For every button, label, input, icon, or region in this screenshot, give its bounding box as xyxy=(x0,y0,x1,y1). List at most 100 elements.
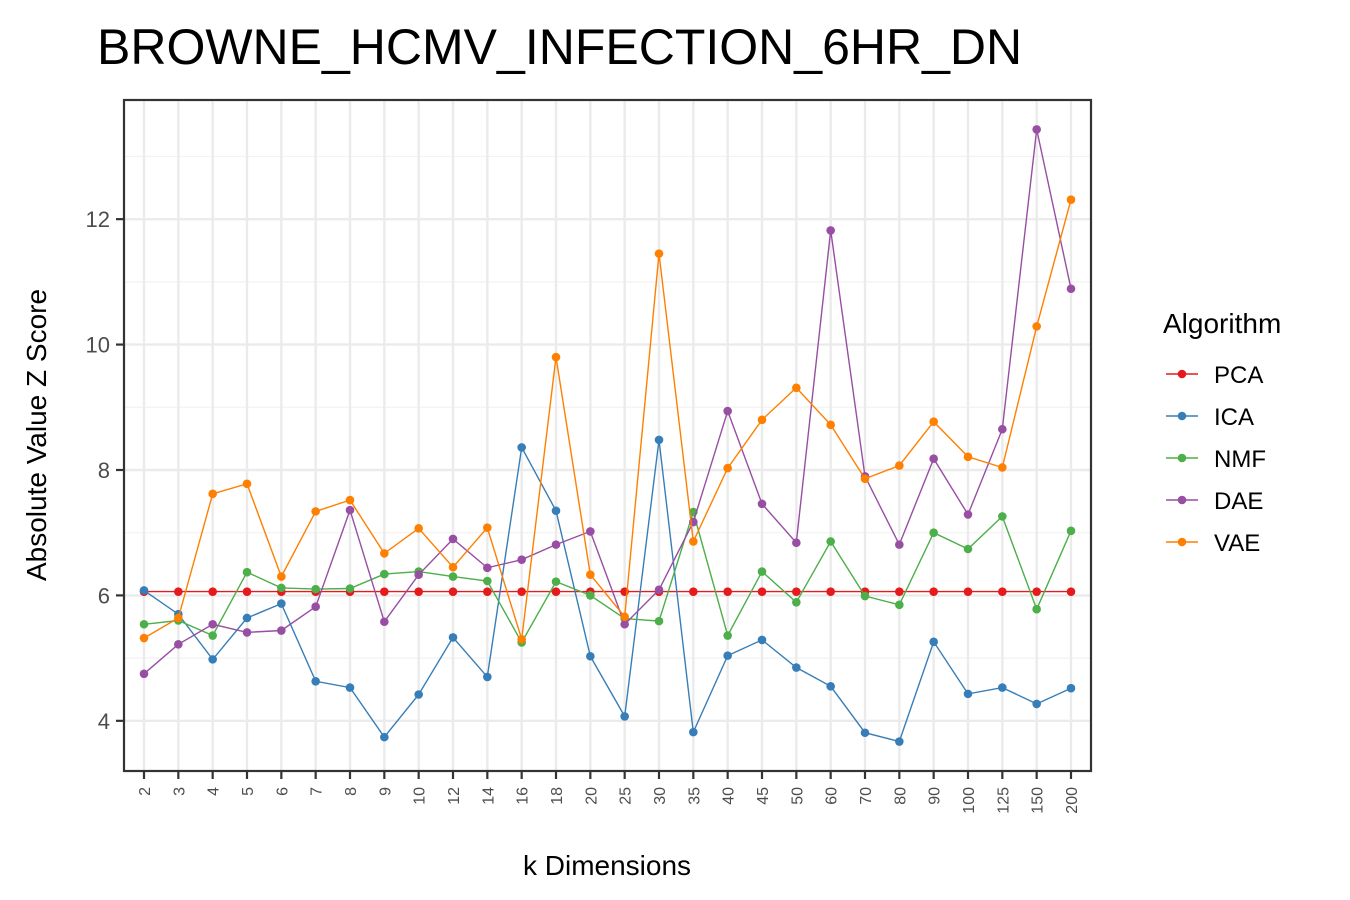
data-point-pca xyxy=(242,587,252,596)
x-tick-label: 70 xyxy=(858,787,875,805)
data-point-vae xyxy=(517,635,526,644)
y-tick-label: 6 xyxy=(98,583,110,608)
data-point-dae xyxy=(929,454,938,464)
x-tick-label: 35 xyxy=(686,787,703,805)
x-tick-label: 50 xyxy=(789,787,806,805)
data-point-ica xyxy=(242,613,252,623)
data-point-dae xyxy=(380,617,389,627)
data-point-dae xyxy=(311,602,320,611)
data-point-ica xyxy=(963,689,973,699)
data-point-ica xyxy=(345,683,355,692)
data-point-dae xyxy=(345,505,355,515)
legend-item-dae: DAE xyxy=(1166,488,1263,515)
legend-key-point xyxy=(1177,411,1187,421)
data-point-nmf xyxy=(654,616,664,626)
data-point-ica xyxy=(689,727,698,737)
data-point-dae xyxy=(963,510,973,519)
data-point-dae xyxy=(1032,125,1041,134)
grid xyxy=(124,100,1091,771)
x-tick-label: 3 xyxy=(171,787,188,796)
series-nmf xyxy=(139,507,1076,647)
y-tick-label: 10 xyxy=(86,333,110,358)
legend-item-ica: ICA xyxy=(1166,404,1254,431)
legend-key-point xyxy=(1177,369,1187,379)
data-point-pca xyxy=(448,587,458,596)
data-point-nmf xyxy=(311,584,320,594)
x-tick-label: 18 xyxy=(549,787,566,805)
series-line-ica xyxy=(143,439,1072,743)
x-tick-label: 7 xyxy=(309,787,326,796)
data-point-vae xyxy=(139,633,149,643)
x-tick-label: 12 xyxy=(446,787,463,805)
data-point-ica xyxy=(826,682,835,691)
y-tick-label: 4 xyxy=(98,709,110,734)
data-point-vae xyxy=(380,549,389,558)
data-point-nmf xyxy=(483,576,492,586)
legend-item-vae: VAE xyxy=(1166,530,1260,557)
series-pca xyxy=(139,587,1076,596)
y-tick-label: 8 xyxy=(98,458,110,483)
data-point-nmf xyxy=(1032,604,1041,614)
data-point-vae xyxy=(1032,322,1041,331)
data-point-pca xyxy=(551,587,561,596)
data-point-pca xyxy=(517,587,526,596)
data-point-vae xyxy=(277,572,286,581)
data-point-pca xyxy=(174,587,183,596)
series-layer xyxy=(139,125,1076,746)
data-point-ica xyxy=(792,663,801,672)
data-point-dae xyxy=(998,424,1007,434)
data-point-pca xyxy=(414,587,423,596)
data-point-ica xyxy=(414,690,423,699)
data-point-ica xyxy=(757,635,767,645)
data-point-ica xyxy=(929,637,938,647)
data-point-vae xyxy=(792,383,801,393)
data-point-nmf xyxy=(723,631,732,640)
series-ica xyxy=(139,435,1076,746)
data-point-nmf xyxy=(448,572,458,581)
data-point-pca xyxy=(723,587,732,596)
x-tick-label: 125 xyxy=(995,787,1012,814)
data-point-vae xyxy=(414,524,423,533)
data-point-pca xyxy=(483,587,492,596)
data-point-vae xyxy=(551,352,561,362)
data-point-ica xyxy=(139,586,149,595)
legend-label: NMF xyxy=(1214,446,1266,473)
data-point-dae xyxy=(208,619,217,629)
data-point-ica xyxy=(586,651,595,661)
data-point-vae xyxy=(723,463,732,473)
data-point-ica xyxy=(1032,699,1041,709)
x-tick-label: 14 xyxy=(480,787,497,805)
data-point-ica xyxy=(448,633,458,642)
x-tick-label: 200 xyxy=(1064,787,1081,814)
y-tick-label: 12 xyxy=(86,207,110,232)
x-tick-label: 16 xyxy=(515,787,532,805)
data-point-dae xyxy=(620,619,629,629)
data-point-pca xyxy=(998,587,1007,596)
data-point-ica xyxy=(895,737,904,746)
data-point-vae xyxy=(757,415,767,425)
data-point-dae xyxy=(517,555,526,564)
x-tick-label: 8 xyxy=(343,787,360,796)
data-point-pca xyxy=(757,587,767,596)
x-tick-label: 60 xyxy=(824,787,841,805)
data-point-ica xyxy=(860,728,870,738)
data-point-ica xyxy=(311,677,320,686)
chart-title: BROWNE_HCMV_INFECTION_6HR_DN xyxy=(97,19,1022,75)
panel-border xyxy=(122,98,1093,773)
data-point-dae xyxy=(242,628,252,637)
legend-key-point xyxy=(1177,453,1187,463)
data-point-dae xyxy=(586,527,595,536)
data-point-nmf xyxy=(792,598,801,607)
legend-label: VAE xyxy=(1214,530,1260,557)
data-point-vae xyxy=(242,479,252,489)
data-point-vae xyxy=(311,507,320,516)
data-point-pca xyxy=(895,587,904,596)
data-point-dae xyxy=(414,570,423,580)
data-point-vae xyxy=(1066,195,1076,205)
x-tick-label: 5 xyxy=(240,787,257,796)
y-axis: 4 6 8 10 12 xyxy=(86,207,124,734)
data-point-nmf xyxy=(277,583,286,593)
x-tick-label: 20 xyxy=(583,787,600,805)
data-point-dae xyxy=(277,626,286,635)
